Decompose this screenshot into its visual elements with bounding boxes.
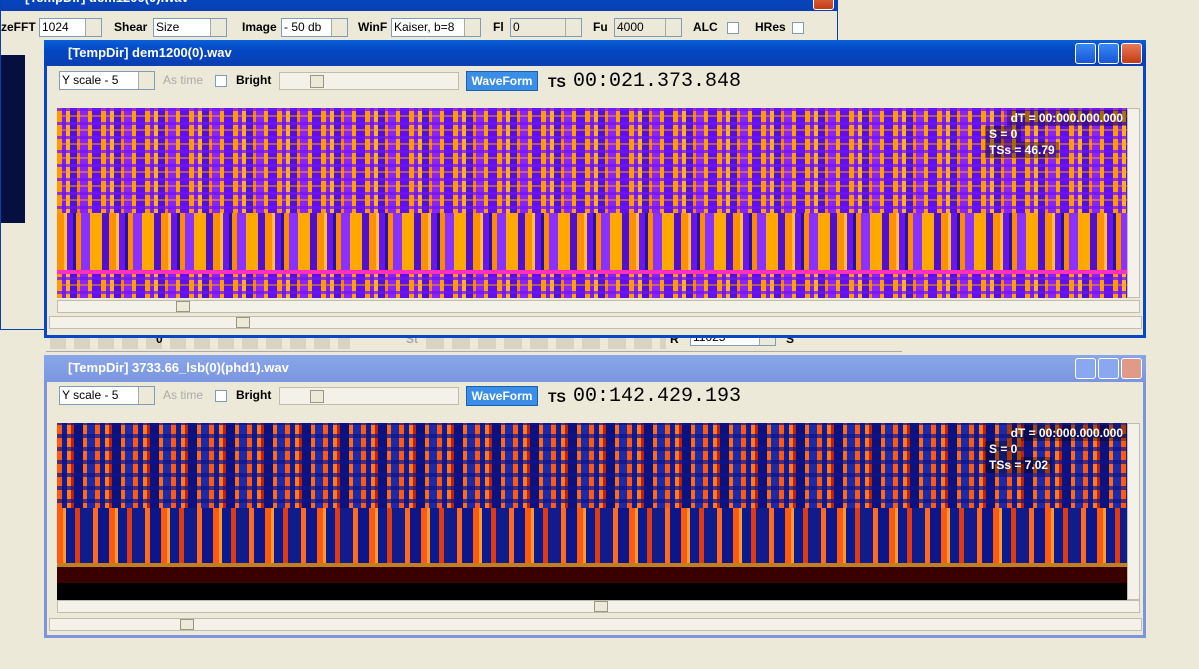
- spectrogram-stripes: [57, 508, 1127, 563]
- label: Image: [242, 20, 277, 34]
- waveform-button[interactable]: WaveForm: [466, 386, 538, 406]
- waveform-button[interactable]: WaveForm: [466, 71, 538, 91]
- label: S: [786, 332, 795, 346]
- label: zeFFT: [1, 20, 36, 34]
- spectrogram-floor: [57, 567, 1127, 583]
- title-bar: [TempDir] dem1200(0).wav: [44, 40, 1146, 66]
- label: TS: [548, 389, 566, 405]
- checkbox[interactable]: [215, 75, 227, 87]
- label: HRes: [755, 20, 786, 34]
- spectrum-window: [TempDir] dem1200(0).wav Y scale - 5 As …: [44, 40, 1146, 338]
- overlay-text: S = 0: [985, 441, 1022, 457]
- horizontal-scrollbar[interactable]: [57, 300, 1140, 313]
- close-button[interactable]: [1121, 43, 1142, 64]
- toolbar: zeFFT 1024 Shear Size Image - 50 db WinF…: [1, 15, 837, 41]
- label: As time: [163, 388, 204, 402]
- label: WinF: [358, 20, 388, 34]
- label: Fl: [493, 20, 504, 34]
- scroll-thumb[interactable]: [236, 317, 250, 328]
- timestamp: 00:142.429.193: [573, 385, 742, 408]
- overlay-text: TSs = 46.79: [985, 142, 1059, 158]
- window-title: [TempDir] dem1200(0).wav: [25, 0, 189, 5]
- label: Shear: [114, 20, 148, 34]
- vertical-scrollbar[interactable]: [1127, 108, 1140, 298]
- checkbox[interactable]: [727, 22, 739, 34]
- dropdown[interactable]: Y scale - 5: [59, 71, 155, 90]
- slider-thumb[interactable]: [310, 75, 324, 88]
- horizontal-scrollbar[interactable]: [49, 618, 1142, 631]
- spectrogram-line: [57, 563, 1127, 567]
- maximize-button[interactable]: [1098, 43, 1119, 64]
- scroll-thumb[interactable]: [594, 601, 608, 612]
- label: R: [670, 332, 679, 346]
- label: Bright: [236, 73, 272, 87]
- horizontal-scrollbar[interactable]: [49, 316, 1142, 329]
- spectrogram-noise: [57, 274, 1127, 298]
- dropdown[interactable]: Kaiser, b=8: [391, 18, 481, 37]
- label: ALC: [693, 20, 718, 34]
- label: Bright: [236, 388, 272, 402]
- dropdown[interactable]: - 50 db: [281, 18, 348, 37]
- text-field[interactable]: 0: [510, 18, 582, 37]
- dropdown[interactable]: 1024: [39, 18, 102, 37]
- value: 0: [156, 332, 163, 346]
- vertical-scrollbar[interactable]: [1127, 423, 1140, 600]
- spectrogram: dT = 00:000.000.000 S = 0 TSs = 46.79: [57, 108, 1127, 298]
- overlay-text: dT = 00:000.000.000: [1006, 110, 1127, 126]
- text-field[interactable]: 4000: [614, 18, 682, 37]
- overlay-text: TSs = 7.02: [985, 457, 1053, 473]
- title-bar: [TempDir] 3733.66_lsb(0)(phd1).wav: [44, 355, 1146, 382]
- overlay-text: S = 0: [985, 126, 1022, 142]
- window-title: [TempDir] dem1200(0).wav: [68, 45, 232, 60]
- dropdown[interactable]: Size: [153, 18, 227, 37]
- checkbox[interactable]: [792, 22, 804, 34]
- label: Fu: [593, 20, 608, 34]
- title-bar: [TempDir] dem1200(0).wav: [1, 0, 837, 11]
- minimize-button[interactable]: [1075, 43, 1096, 64]
- slider[interactable]: [279, 72, 459, 90]
- label: As time: [163, 73, 204, 87]
- overlay-text: dT = 00:000.000.000: [1006, 425, 1127, 441]
- dark-panel: [1, 55, 25, 223]
- dropdown[interactable]: Y scale - 5: [59, 386, 155, 405]
- label: TS: [548, 74, 566, 90]
- spectrogram: dT = 00:000.000.000 S = 0 TSs = 7.02: [57, 423, 1127, 600]
- close-button[interactable]: [1121, 358, 1142, 379]
- window-title: [TempDir] 3733.66_lsb(0)(phd1).wav: [68, 360, 289, 375]
- timestamp: 00:021.373.848: [573, 70, 742, 93]
- minimize-button[interactable]: [1075, 358, 1096, 379]
- scroll-thumb[interactable]: [176, 301, 190, 312]
- horizontal-scrollbar[interactable]: [57, 600, 1140, 613]
- spectrogram-noise: [57, 108, 1127, 213]
- spectrogram-noise: [57, 423, 1127, 508]
- spectrogram-stripes: [57, 213, 1127, 271]
- close-button[interactable]: [813, 0, 834, 10]
- maximize-button[interactable]: [1098, 358, 1119, 379]
- scroll-thumb[interactable]: [180, 619, 194, 630]
- slider[interactable]: [279, 387, 459, 405]
- checkbox[interactable]: [215, 390, 227, 402]
- slider-thumb[interactable]: [310, 390, 324, 403]
- spectrum-window: [TempDir] 3733.66_lsb(0)(phd1).wav Y sca…: [44, 355, 1146, 638]
- spectrogram-line: [57, 270, 1127, 274]
